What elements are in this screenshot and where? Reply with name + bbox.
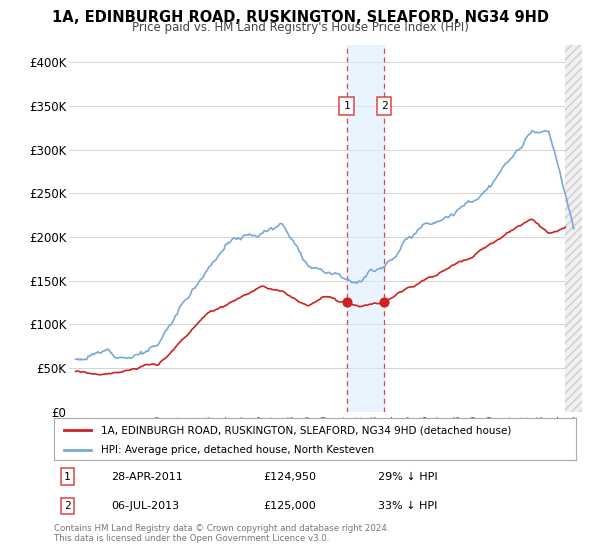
Text: 33% ↓ HPI: 33% ↓ HPI <box>377 501 437 511</box>
Text: 2: 2 <box>64 501 70 511</box>
Text: 1: 1 <box>64 472 70 482</box>
Text: 1A, EDINBURGH ROAD, RUSKINGTON, SLEAFORD, NG34 9HD: 1A, EDINBURGH ROAD, RUSKINGTON, SLEAFORD… <box>52 10 548 25</box>
Text: £124,950: £124,950 <box>263 472 316 482</box>
Text: Contains HM Land Registry data © Crown copyright and database right 2024.
This d: Contains HM Land Registry data © Crown c… <box>54 524 389 543</box>
Text: 06-JUL-2013: 06-JUL-2013 <box>112 501 179 511</box>
Text: HPI: Average price, detached house, North Kesteven: HPI: Average price, detached house, Nort… <box>101 445 374 455</box>
Text: £125,000: £125,000 <box>263 501 316 511</box>
Point <box>379 298 389 307</box>
Bar <box>565 45 590 412</box>
Bar <box>347 45 384 412</box>
Text: 1A, EDINBURGH ROAD, RUSKINGTON, SLEAFORD, NG34 9HD (detached house): 1A, EDINBURGH ROAD, RUSKINGTON, SLEAFORD… <box>101 425 511 435</box>
Text: 29% ↓ HPI: 29% ↓ HPI <box>377 472 437 482</box>
Point <box>342 298 352 307</box>
Text: 1: 1 <box>343 101 350 111</box>
Text: 28-APR-2011: 28-APR-2011 <box>112 472 183 482</box>
Text: Price paid vs. HM Land Registry's House Price Index (HPI): Price paid vs. HM Land Registry's House … <box>131 21 469 34</box>
Text: 2: 2 <box>381 101 388 111</box>
